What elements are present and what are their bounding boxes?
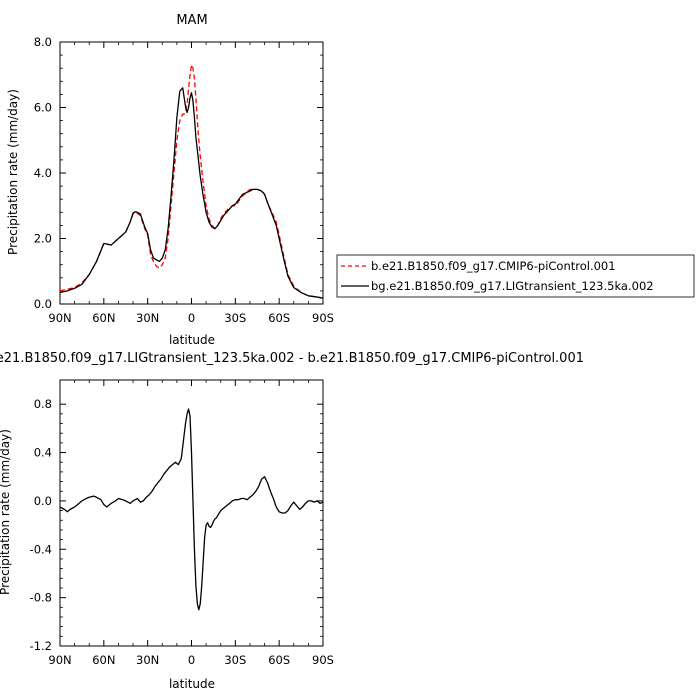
chart-title: MAM: [176, 13, 207, 28]
x-tick-label: 60S: [268, 311, 290, 325]
x-axis-label: latitude: [169, 333, 215, 347]
plot-area: [59, 408, 324, 611]
x-axis-label: latitude: [169, 677, 215, 691]
y-tick-label: 0.4: [34, 446, 52, 460]
y-tick-label: -0.4: [30, 542, 52, 556]
series-line-0: [59, 408, 324, 611]
y-tick-label: 0.0: [34, 297, 52, 311]
legend-label-ligtransient: bg.e21.B1850.f09_g17.LIGtransient_123.5k…: [371, 279, 654, 293]
series-line-1: [59, 87, 324, 299]
y-tick-label: 2.0: [34, 232, 52, 246]
x-tick-label: 90N: [48, 653, 71, 667]
x-tick-label: 60N: [92, 311, 115, 325]
x-tick-label: 0: [188, 653, 195, 667]
x-tick-label: 60N: [92, 653, 115, 667]
x-tick-label: 60S: [268, 653, 290, 667]
x-tick-label: 30N: [136, 311, 159, 325]
y-tick-label: 4.0: [34, 166, 52, 180]
x-axis: 90N 60N 30N 0 30S 60S 90S: [48, 380, 334, 667]
x-tick-label: 30N: [136, 653, 159, 667]
series-line-0: [59, 64, 324, 299]
y-tick-label: 0.8: [34, 397, 52, 411]
x-tick-label: 0: [188, 311, 195, 325]
y-axis: 0.0 2.0 4.0 6.0 8.0: [34, 35, 323, 311]
x-tick-label: 90N: [48, 311, 71, 325]
y-tick-label: 0.0: [34, 494, 52, 508]
legend-box: [336, 254, 695, 298]
y-tick-label: -1.2: [30, 639, 52, 653]
plot-frame: [59, 41, 324, 305]
y-axis-label: Precipitation rate (mm/day): [6, 89, 20, 255]
panel-bottom: bg.e21.B1850.f09_g17.LIGtransient_123.5k…: [0, 351, 584, 691]
legend-label-picontrol: b.e21.B1850.f09_g17.CMIP6-piControl.001: [371, 259, 616, 273]
legend: b.e21.B1850.f09_g17.CMIP6-piControl.001 …: [336, 254, 695, 298]
x-tick-label: 90S: [312, 311, 334, 325]
y-axis-label: Precipitation rate (mm/day): [0, 429, 12, 595]
y-tick-label: 8.0: [34, 35, 52, 49]
x-axis: 90N 60N 30N 0 30S 60S 90S: [48, 42, 334, 325]
plot-area: [59, 64, 324, 299]
y-tick-label: 6.0: [34, 101, 52, 115]
chart-title: bg.e21.B1850.f09_g17.LIGtransient_123.5k…: [0, 351, 584, 366]
x-tick-label: 30S: [224, 311, 246, 325]
x-tick-label: 90S: [312, 653, 334, 667]
y-tick-label: -0.8: [30, 591, 52, 605]
y-axis: -1.2 -0.8 -0.4 0.0 0.4 0.8: [30, 397, 323, 653]
panel-top: MAM 0.02.04.06.08.0 90N 60N 30N 0 30S 60S 90S …: [6, 13, 334, 347]
x-tick-label: 30S: [224, 653, 246, 667]
